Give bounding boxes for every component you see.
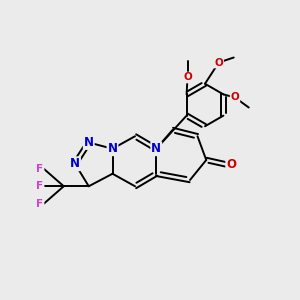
Text: N: N xyxy=(84,136,94,149)
Text: O: O xyxy=(226,158,236,172)
Text: N: N xyxy=(151,142,161,155)
Text: F: F xyxy=(36,199,43,209)
Text: O: O xyxy=(183,73,192,82)
Text: N: N xyxy=(70,157,80,170)
Text: N: N xyxy=(107,142,118,155)
Text: F: F xyxy=(36,181,43,191)
Text: O: O xyxy=(231,92,239,103)
Text: F: F xyxy=(36,164,43,174)
Text: O: O xyxy=(214,58,223,68)
